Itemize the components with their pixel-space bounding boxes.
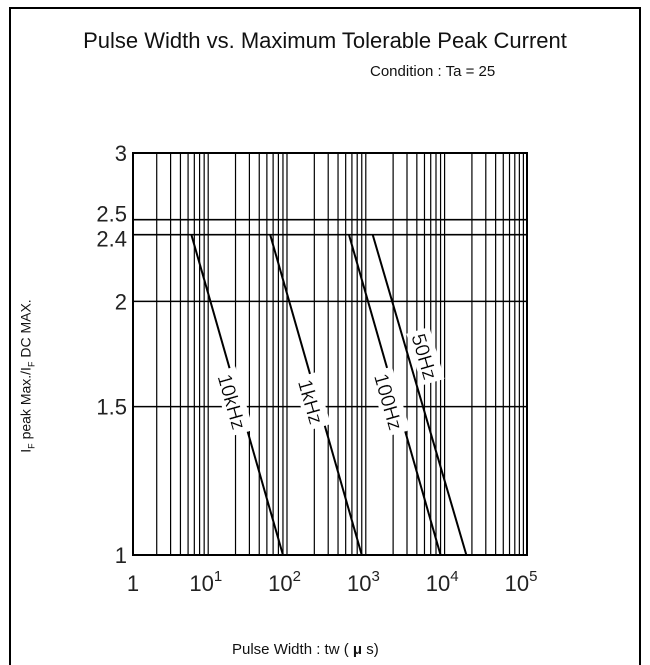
chart-title: Pulse Width vs. Maximum Tolerable Peak C… <box>83 28 567 53</box>
x-tick-label: 103 <box>347 568 380 596</box>
series-label-bg <box>368 366 411 437</box>
series-label-bg <box>406 326 445 386</box>
x-label-unit: s) <box>366 641 379 658</box>
y-tick-label: 1.5 <box>96 395 127 420</box>
y-tick-label: 2 <box>115 289 127 314</box>
x-tick-label: 105 <box>505 568 538 596</box>
plot-background <box>133 153 527 555</box>
plot-border <box>132 152 528 556</box>
x-tick-exponent: 4 <box>450 568 458 585</box>
x-label-text: Pulse Width : tw ( <box>232 641 349 658</box>
x-axis-label: Pulse Width : tw ( μ s) <box>232 641 379 658</box>
x-tick-exponent: 3 <box>371 568 379 585</box>
y-tick-label: 2.4 <box>96 227 127 252</box>
y-tick-label: 2.5 <box>96 202 127 227</box>
y-tick-label: 1 <box>115 543 127 568</box>
x-tick-exponent: 1 <box>214 568 222 585</box>
x-tick-label: 102 <box>268 568 301 596</box>
chart-subtitle: Condition : Ta = 25 <box>370 63 496 80</box>
x-tick-label: 1 <box>127 571 139 596</box>
series-label-bg <box>212 366 254 437</box>
y-tick-label: 3 <box>115 141 127 166</box>
chart-frame <box>9 7 641 665</box>
series-label-bg <box>292 372 331 431</box>
x-tick-exponent: 2 <box>293 568 301 585</box>
x-label-mu: μ <box>352 641 363 658</box>
series-line <box>371 234 468 556</box>
x-tick-label: 101 <box>189 568 222 596</box>
x-tick-label: 104 <box>426 568 459 596</box>
x-tick-exponent: 5 <box>529 568 537 585</box>
